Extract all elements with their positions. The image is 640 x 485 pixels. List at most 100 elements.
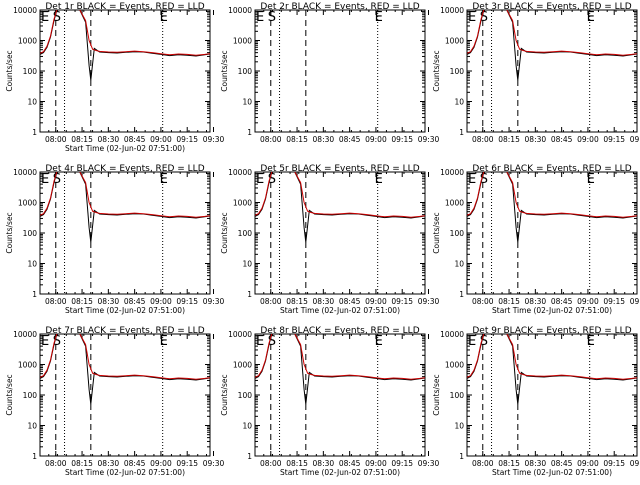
panel-9: 1 10 100 1000 10000 08:00 08:15 08:30 08:45 09:00…	[432, 326, 640, 477]
x-axis-label: Start Time (02-Jun-02 07:51:00)	[492, 468, 612, 477]
x-tick-label: 09:00	[577, 297, 599, 306]
y-tick-label: 100	[238, 67, 253, 76]
marker-E: E	[468, 334, 476, 349]
panel-title: Det 6r BLACK = Events, RED = LLD	[472, 164, 631, 174]
x-tick-label: 08:15	[286, 297, 308, 306]
y-tick-label: 10	[454, 260, 464, 269]
x-tick-label: 08:30	[98, 297, 120, 306]
x-tick-label: 08:00	[45, 297, 67, 306]
x-tick-label: 08:30	[525, 459, 547, 468]
x-tick-label: 09:30	[203, 297, 225, 306]
x-tick-label: 09:15	[391, 135, 413, 144]
x-tick-label: 08:15	[498, 297, 520, 306]
x-tick-label: 08:00	[472, 135, 494, 144]
x-tick-label: 08:15	[286, 459, 308, 468]
panel-title: Det 8r BLACK = Events, RED = LLD	[260, 326, 419, 336]
y-axis-label: Counts/sec	[220, 374, 229, 415]
x-tick-label: 09:30	[418, 459, 440, 468]
plot-frame	[254, 333, 426, 457]
y-tick-label: 10	[242, 422, 252, 431]
series-lld-line	[40, 334, 210, 380]
y-tick-label: 10	[242, 260, 252, 269]
marker-S: S	[480, 10, 488, 25]
marker-E-end: E	[587, 334, 595, 349]
y-axis-label: Counts/sec	[432, 50, 441, 91]
marker-E-end: E	[375, 10, 383, 25]
x-tick-label: 09:30	[418, 297, 440, 306]
series-lld-line	[255, 172, 425, 218]
panel-title: Det 9r BLACK = Events, RED = LLD	[472, 326, 631, 336]
marker-E-end: E	[160, 172, 168, 187]
x-tick-label: 09:15	[603, 459, 625, 468]
y-tick-label: 1000	[18, 199, 37, 208]
series-events-line	[40, 172, 210, 243]
marker-E: E	[256, 172, 264, 187]
y-tick-label: 1000	[233, 199, 252, 208]
x-tick-label: 08:30	[313, 135, 335, 144]
x-axis-label: Start Time (02-Jun-02 07:51:00)	[65, 468, 185, 477]
y-tick-label: 1000	[18, 37, 37, 46]
y-tick-label: 10	[454, 98, 464, 107]
y-tick-label: 10	[27, 260, 37, 269]
y-tick-label: 1	[32, 290, 37, 299]
y-tick-label: 100	[23, 229, 38, 238]
x-tick-label: 09:00	[577, 459, 599, 468]
x-tick-label: 08:00	[260, 297, 282, 306]
panel-title: Det 7r BLACK = Events, RED = LLD	[45, 326, 204, 336]
y-tick-label: 100	[450, 67, 465, 76]
y-tick-label: 1	[459, 452, 464, 461]
marker-S: S	[53, 334, 61, 349]
x-tick-label: 09:15	[603, 135, 625, 144]
x-tick-label: 08:00	[260, 135, 282, 144]
y-tick-label: 1000	[233, 361, 252, 370]
plot-frame	[39, 333, 211, 457]
marker-S: S	[53, 10, 61, 25]
marker-S: S	[268, 172, 276, 187]
y-axis-label: Counts/sec	[5, 212, 14, 253]
x-tick-label: 09:15	[176, 459, 198, 468]
y-tick-label: 1000	[445, 361, 464, 370]
x-tick-label: 08:15	[498, 135, 520, 144]
x-tick-label: 08:45	[124, 135, 146, 144]
x-tick-label: 08:00	[45, 135, 67, 144]
marker-E: E	[41, 10, 49, 25]
series-lld-line	[40, 172, 210, 218]
plot-frame	[39, 9, 211, 133]
x-axis-label: Start Time (02-Jun-02 07:51:00)	[65, 306, 185, 315]
x-tick-label: 09:30	[203, 135, 225, 144]
y-tick-label: 1	[247, 128, 252, 137]
x-tick-label: 09:15	[391, 297, 413, 306]
marker-E-end: E	[160, 334, 168, 349]
x-tick-label: 08:45	[551, 459, 573, 468]
y-tick-label: 10	[242, 98, 252, 107]
x-tick-label: 09:30	[630, 297, 640, 306]
y-tick-label: 10000	[440, 168, 464, 177]
x-tick-label: 08:30	[525, 297, 547, 306]
marker-E-end: E	[587, 172, 595, 187]
x-tick-label: 09:00	[365, 297, 387, 306]
y-tick-label: 1000	[445, 199, 464, 208]
series-events-line	[255, 334, 425, 405]
plot-frame	[466, 9, 638, 133]
series-lld-line	[467, 334, 637, 380]
x-tick-label: 09:15	[603, 297, 625, 306]
y-tick-label: 10000	[440, 330, 464, 339]
panel-title: Det 5r BLACK = Events, RED = LLD	[260, 164, 419, 174]
y-tick-label: 10000	[228, 6, 252, 15]
series-events-line	[40, 10, 210, 81]
y-tick-label: 100	[23, 391, 38, 400]
x-tick-label: 08:15	[71, 459, 93, 468]
marker-E: E	[256, 10, 264, 25]
panel-7: 1 10 100 1000 10000 08:00 08:15 08:30 08:45 09:00…	[5, 326, 225, 477]
y-tick-label: 10	[27, 98, 37, 107]
y-axis-label: Counts/sec	[432, 374, 441, 415]
y-tick-label: 1	[459, 290, 464, 299]
x-tick-label: 09:15	[176, 135, 198, 144]
marker-E: E	[256, 334, 264, 349]
plot-frame	[254, 9, 426, 133]
y-tick-label: 10000	[13, 6, 37, 15]
y-tick-label: 1	[459, 128, 464, 137]
series-events-line	[467, 334, 637, 405]
